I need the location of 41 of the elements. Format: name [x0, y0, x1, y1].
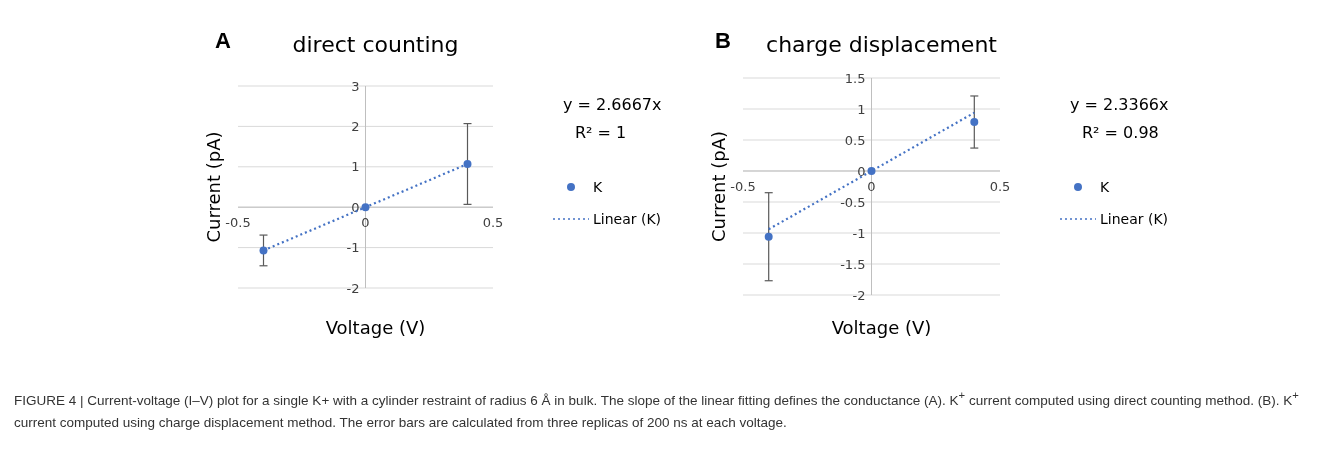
x-axis-title: Voltage (V) [831, 317, 932, 338]
y-tick-label: -1 [852, 225, 866, 241]
y-axis-title: Current (pA) [203, 131, 224, 243]
text: B [715, 28, 731, 53]
y-tick-label: 0 [857, 163, 866, 179]
text: y = 2.3366x [1070, 95, 1169, 114]
y-tick-label: 0.5 [844, 132, 866, 148]
x-tick-label: 0.5 [989, 179, 1011, 194]
text: R² = 1 [575, 123, 627, 142]
y-tick-label: -2 [852, 287, 866, 303]
y-tick-label: -2 [346, 280, 360, 296]
y-tick-label: 1.5 [844, 70, 866, 86]
y-tick-label: 3 [351, 78, 360, 94]
y-tick-label: 1 [857, 101, 866, 117]
y-tick-label: -0.5 [840, 194, 866, 210]
x-tick-label: 0.5 [482, 215, 504, 231]
point [361, 203, 370, 212]
y-tick-label: 1 [351, 159, 360, 175]
point [463, 159, 472, 168]
x-tick-label: 0 [867, 179, 876, 194]
y-axis-title: Current (pA) [708, 130, 729, 243]
legend-label: K [593, 178, 603, 195]
x-tick-label: -0.5 [225, 215, 251, 231]
point [970, 118, 979, 126]
legend-label: Linear (K) [1100, 210, 1169, 227]
y-tick-label: -1.5 [840, 256, 866, 272]
text: FIGURE 4 | Current-voltage (I–V) plot for a single K+ with a cylinder restraint of radius 6 Å in bulk. The slope of the linear fitting defines the conductance (A). K$^{+}$ current computed using direct counting method. (B). K$^{+}$ current computed using charge displacement method. The error bars are calculated from three replicas of 200 ns at each voltage. [14, 389, 1299, 430]
y-tick-label: 2 [351, 118, 360, 134]
chart-title: direct counting [292, 32, 459, 57]
x-axis-title: Voltage (V) [325, 317, 426, 338]
text: y = 2.6667x [563, 95, 662, 114]
legend-label: Linear (K) [593, 210, 662, 227]
text: R² = 0.98 [1082, 123, 1159, 142]
point [764, 232, 773, 241]
x-tick-label: -0.5 [730, 179, 756, 194]
y-tick-label: -1 [346, 240, 360, 256]
x-tick-label: 0 [361, 215, 370, 231]
text: A [215, 28, 231, 53]
y-tick-label: 0 [351, 199, 360, 215]
chart-title: charge displacement [766, 32, 998, 57]
legend-label: K [1100, 178, 1110, 195]
